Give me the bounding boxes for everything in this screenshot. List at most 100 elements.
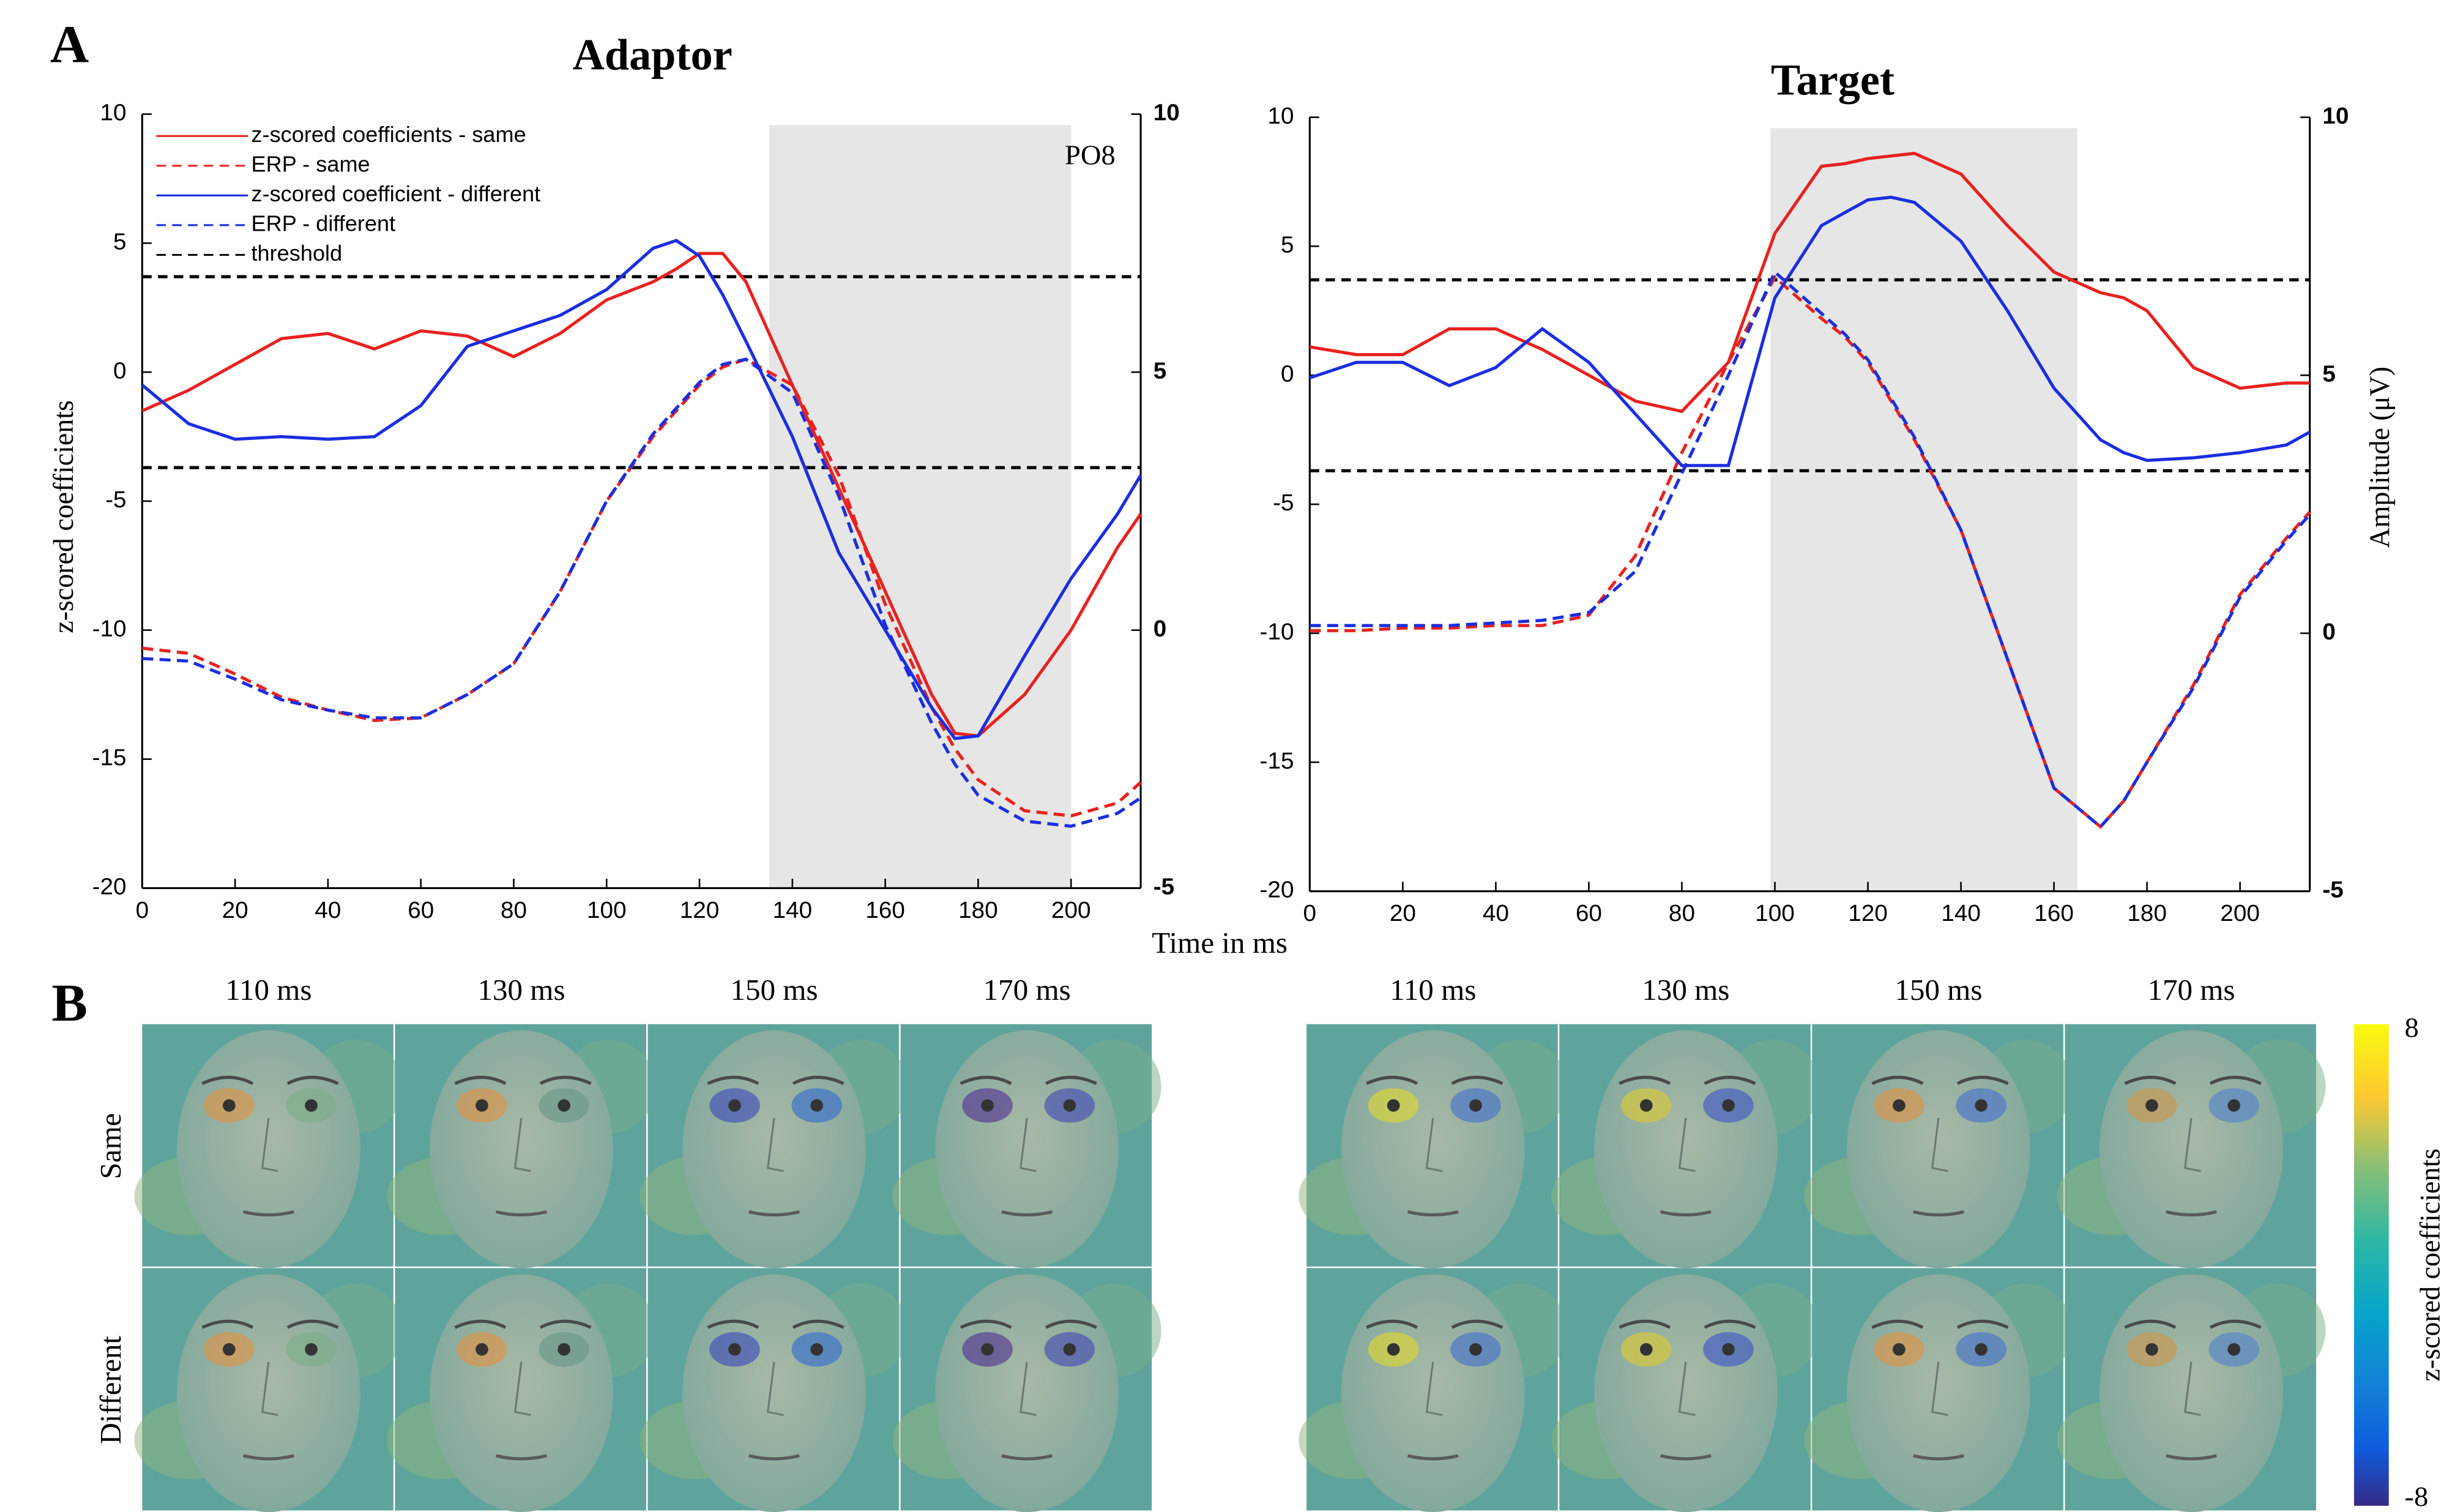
x-tick-label: 80 [501,897,527,923]
figure: A B Time in ms 0204060801001201401601802… [0,0,2452,1512]
y-tick-label: 10 [1267,103,1294,129]
x-tick-label: 160 [865,897,905,923]
chart-title: Adaptor [573,31,732,80]
time-label: 130 ms [1642,974,1729,1007]
y-tick-label: 5 [113,229,127,255]
y2-axis-label: Amplitude (μV) [2364,367,2395,548]
panel-label: B [51,974,88,1032]
shaded-window [769,125,1071,888]
face-tile [387,1268,656,1512]
face [430,1030,613,1268]
eye [1469,1099,1482,1111]
face [1594,1275,1777,1512]
x-tick-label: 160 [2034,900,2074,926]
line-chart: 020406080100120140160180200-20-15-10-505… [48,31,1180,923]
eye [1722,1343,1735,1355]
x-tick-label: 60 [1576,900,1602,926]
eye [1064,1099,1076,1111]
eye [1722,1099,1735,1111]
face-tile [1804,1268,2073,1512]
y-tick-label: -10 [1260,619,1294,645]
eye [728,1343,741,1355]
eye [475,1099,488,1111]
eye [305,1343,318,1355]
y-tick-label: 10 [100,100,126,126]
y2-tick-label: 0 [2322,619,2336,645]
x-tick-label: 80 [1669,900,1695,926]
face-tile [1804,1024,2073,1268]
eye [2227,1343,2240,1355]
face-tile [893,1024,1161,1268]
row-label: Same [94,1113,127,1179]
shaded-window [1770,128,2077,892]
x-tick-label: 120 [1848,900,1888,926]
y-tick-label: 0 [113,357,127,384]
eye [1469,1343,1482,1355]
colorbar-tick-label: 8 [2405,1012,2419,1043]
y2-tick-label: -5 [2322,877,2343,903]
x-tick-label: 60 [408,897,434,923]
face [1594,1030,1777,1268]
face-tile [893,1268,1161,1512]
face-tile [134,1024,403,1268]
face [935,1030,1118,1268]
colorbar-tick-label: -8 [2405,1481,2429,1512]
page: {"panels": ["A", "B"], "xlabel": "Time i… [0,0,2452,1512]
x-tick-label: 40 [1483,900,1509,926]
x-tick-label: 180 [2127,900,2167,926]
y-tick-label: -20 [1260,877,1294,903]
legend-label: z-scored coefficient - different [252,181,541,206]
x-tick-label: 20 [1390,900,1416,926]
time-label: 110 ms [225,974,311,1007]
x-tick-label: 200 [1051,897,1091,923]
y-tick-label: 0 [1281,361,1294,387]
eye [557,1099,570,1111]
x-tick-label: 180 [958,897,998,923]
eye [1640,1343,1653,1355]
y-axis-label: z-scored coefficients [48,400,79,633]
x-tick-label: 140 [773,897,813,923]
eye [981,1099,994,1111]
eye [1893,1343,1906,1355]
eye [557,1343,570,1355]
y2-tick-label: 10 [1153,100,1180,126]
x-tick-label: 0 [1303,900,1317,926]
y-tick-label: -10 [92,616,127,642]
y-tick-label: -5 [1273,490,1294,516]
eye [305,1099,318,1111]
time-label: 170 ms [2147,974,2235,1007]
time-label: 130 ms [477,974,565,1007]
face [177,1030,360,1268]
eye [1387,1099,1400,1111]
legend-label: z-scored coefficients - same [252,122,526,147]
face [2100,1275,2282,1512]
x-axis-label: Time in ms [1152,926,1287,959]
time-label: 150 ms [731,974,818,1007]
face-tile [387,1024,656,1268]
face-tile [134,1268,403,1512]
row-label: Different [94,1336,127,1444]
eye [810,1099,823,1111]
y2-tick-label: 0 [1153,616,1167,642]
y-tick-label: -20 [92,874,127,900]
y-tick-label: -5 [105,486,126,513]
x-tick-label: 140 [1941,900,1981,926]
eye [1975,1099,1988,1111]
x-tick-label: 100 [587,897,627,923]
face-tile [640,1024,909,1268]
eye [1640,1099,1653,1111]
face [1847,1275,2030,1512]
face-tile [2057,1268,2326,1512]
face [177,1275,360,1512]
legend-label: threshold [252,240,343,266]
face [1847,1030,2030,1268]
face [1341,1275,1524,1512]
x-tick-label: 100 [1755,900,1795,926]
eye [981,1343,994,1355]
face [430,1275,613,1512]
eye [223,1099,236,1111]
legend-label: ERP - same [252,151,370,176]
time-label: 150 ms [1895,974,1982,1007]
legend-label: ERP - different [252,211,396,236]
